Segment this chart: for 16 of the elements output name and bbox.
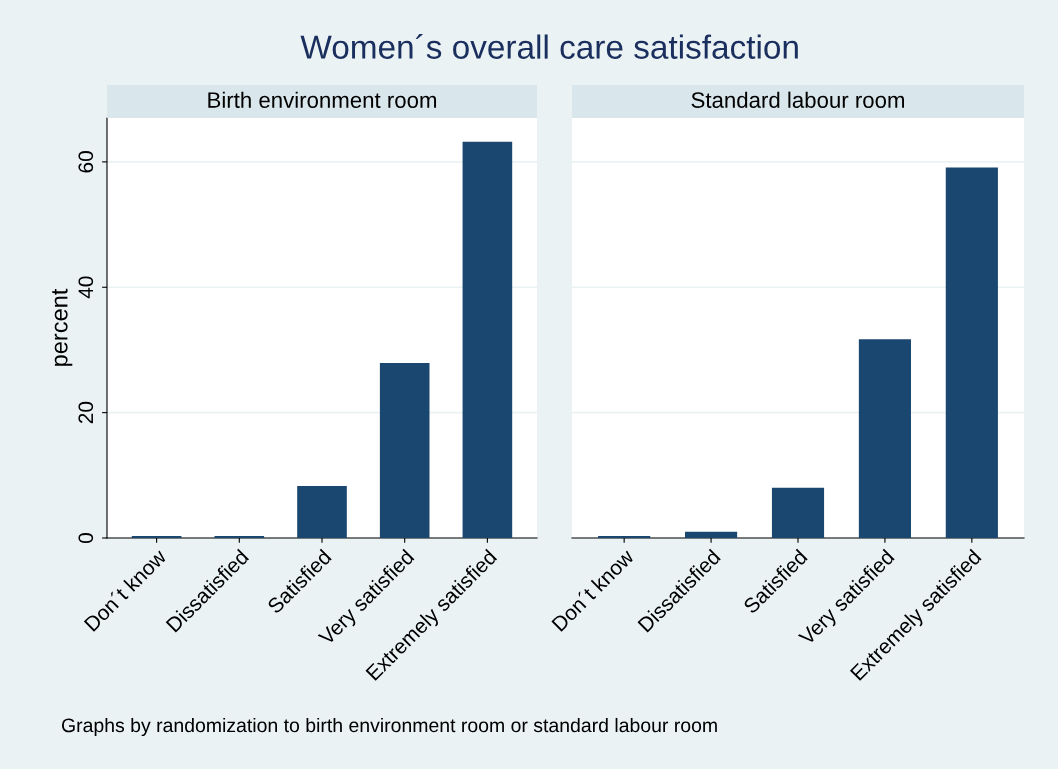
bar bbox=[297, 485, 347, 538]
bar bbox=[685, 531, 738, 538]
bar bbox=[771, 487, 825, 538]
text: Graphs by randomization to birth environment room or standard labour room bbox=[61, 717, 717, 737]
bar bbox=[858, 339, 911, 538]
y-axis-title: percent bbox=[52, 288, 73, 366]
y-tick-label: 20 bbox=[78, 401, 94, 424]
chart-subtitle: Birth environment room bbox=[208, 91, 437, 108]
y-tick-label: 60 bbox=[78, 151, 94, 173]
y-tick-label: 40 bbox=[78, 276, 94, 299]
chart-title: Women´s overall care satisfaction bbox=[300, 34, 798, 59]
chart-subtitle: Standard labour room bbox=[691, 91, 905, 108]
y-tick-label: 0 bbox=[78, 533, 94, 543]
bar bbox=[945, 167, 998, 538]
bar bbox=[462, 141, 513, 538]
bar bbox=[379, 363, 430, 538]
